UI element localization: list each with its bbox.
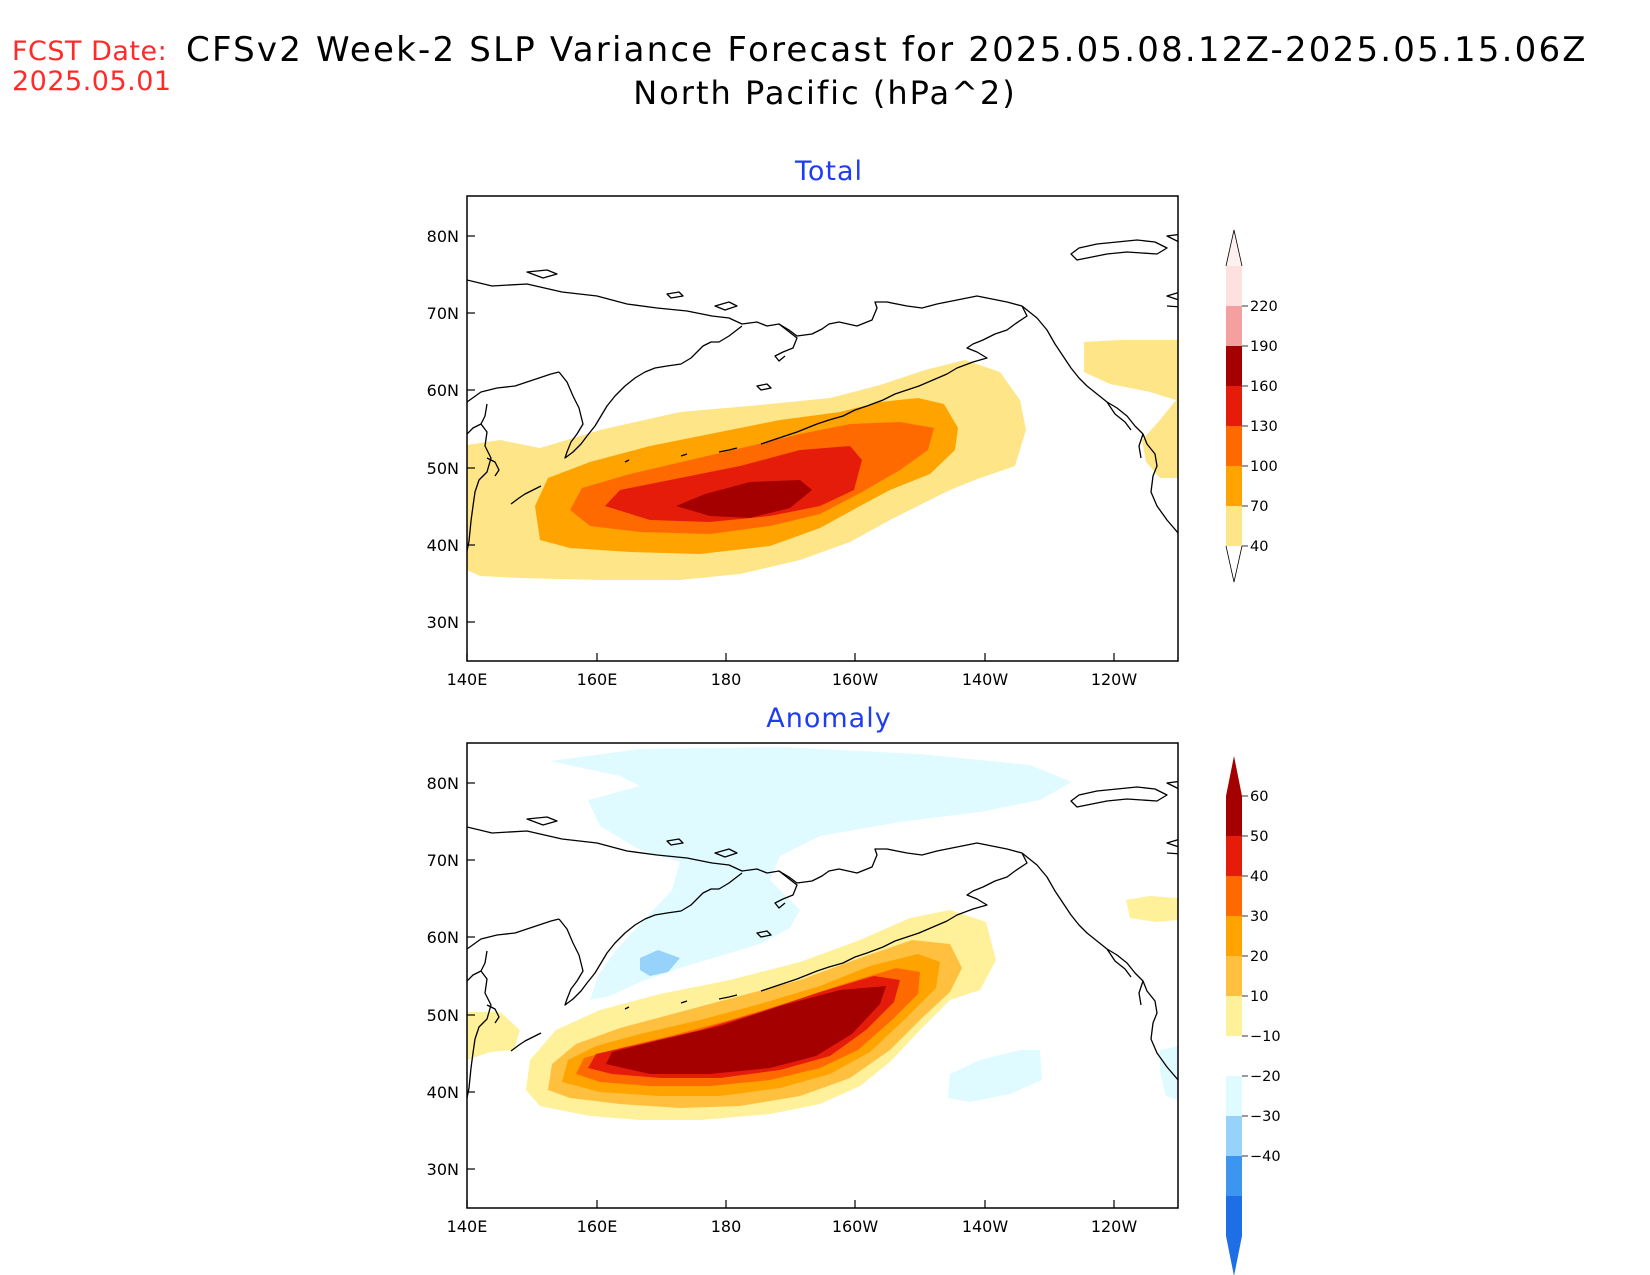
- lon-label: 140E: [447, 1217, 488, 1236]
- colorbar-total-label: 100: [1250, 459, 1278, 475]
- colorbar-total-swatch: [1226, 306, 1242, 346]
- lat-label: 60N: [427, 928, 459, 947]
- colorbar-total-label: 190: [1250, 339, 1278, 355]
- lon-label: 120W: [1091, 670, 1138, 689]
- lat-label: 40N: [427, 1083, 459, 1102]
- colorbar-anomaly-swatch: [1226, 916, 1242, 956]
- lat-label: 40N: [427, 536, 459, 555]
- colorbar-total-top-arrow: [1225, 229, 1243, 267]
- panel-title-anomaly: Anomaly: [766, 703, 891, 734]
- colorbar-anomaly-label: 40: [1250, 869, 1268, 885]
- lat-label: 70N: [427, 304, 459, 323]
- colorbar-total-label: 130: [1250, 419, 1278, 435]
- colorbar-anomaly-swatch: [1226, 796, 1242, 836]
- figure-subtitle: North Pacific (hPa^2): [633, 74, 1017, 112]
- colorbar-anomaly-swatch: [1226, 1076, 1242, 1116]
- colorbar-anomaly-top-arrow: [1226, 756, 1242, 796]
- colorbar-anomaly-label: −30: [1250, 1109, 1281, 1125]
- colorbar-anomaly-label: 60: [1250, 789, 1268, 805]
- lat-label: 50N: [427, 1006, 459, 1025]
- lat-label: 50N: [427, 459, 459, 478]
- lat-label: 30N: [427, 1160, 459, 1179]
- lon-label: 160W: [832, 1217, 879, 1236]
- colorbar-anomaly-swatch: [1226, 1036, 1242, 1076]
- forecast-date-value: 2025.05.01: [12, 66, 172, 97]
- colorbar-anomaly-swatch: [1226, 876, 1242, 916]
- total-map-area: [467, 196, 1178, 661]
- lon-label: 160E: [577, 1217, 618, 1236]
- panel-frame-total: [466, 195, 1179, 662]
- colorbar-total-label: 160: [1250, 379, 1278, 395]
- contour-anomaly-neg10-arctic: [550, 747, 1072, 1000]
- lat-label: 70N: [427, 851, 459, 870]
- lon-label: 140W: [962, 1217, 1009, 1236]
- lon-label: 180: [711, 1217, 742, 1236]
- contour-anomaly-neg20: [640, 950, 680, 976]
- anomaly-map-area: [467, 743, 1178, 1208]
- colorbar-anomaly-label: 30: [1250, 909, 1268, 925]
- contour-total-160: [676, 480, 812, 518]
- figure-title: CFSv2 Week-2 SLP Variance Forecast for 2…: [186, 30, 1588, 70]
- colorbar-total-swatch: [1226, 466, 1242, 506]
- colorbar-anomaly-label: −20: [1250, 1069, 1281, 1085]
- lon-label: 140E: [447, 670, 488, 689]
- colorbar-total-label: 70: [1250, 499, 1268, 515]
- colorbar-total-label: 220: [1250, 299, 1278, 315]
- colorbar-anomaly-swatch: [1226, 996, 1242, 1036]
- colorbar-total-swatch: [1226, 346, 1242, 386]
- colorbar-anomaly-swatch: [1226, 956, 1242, 996]
- colorbar-total-label: 40: [1250, 539, 1268, 555]
- colorbar-total-swatch: [1226, 266, 1242, 306]
- colorbar-anomaly-label: 20: [1250, 949, 1268, 965]
- contour-anomaly-10-japan: [467, 1012, 520, 1060]
- lat-label: 60N: [427, 381, 459, 400]
- colorbar-anomaly-label: 10: [1250, 989, 1268, 1005]
- colorbar-anomaly-bottom-arrow: [1226, 1236, 1242, 1275]
- lon-label: 160E: [577, 670, 618, 689]
- lat-label: 80N: [427, 227, 459, 246]
- lon-label: 140W: [962, 670, 1009, 689]
- colorbar-anomaly-swatch: [1226, 1156, 1242, 1196]
- contour-anomaly-neg10-far-east: [1160, 1046, 1178, 1100]
- colorbar-total: 40 70 100 130 160 190 220: [1225, 229, 1278, 583]
- contour-anomaly-neg10-east: [948, 1050, 1042, 1102]
- colorbar-anomaly-label: 50: [1250, 829, 1268, 845]
- colorbar-total-swatch: [1226, 506, 1242, 546]
- lat-label: 30N: [427, 613, 459, 632]
- colorbar-total-bottom-arrow: [1225, 545, 1243, 583]
- forecast-date-label: FCST Date:: [12, 36, 168, 67]
- colorbar-total-swatch: [1226, 386, 1242, 426]
- lon-label: 180: [711, 670, 742, 689]
- contour-total-130: [605, 446, 862, 522]
- colorbar-anomaly-swatch: [1226, 836, 1242, 876]
- colorbar-anomaly: 60 50 40 30 20 10 −10 −20 −30 −40: [1226, 756, 1281, 1275]
- panel-frame-anomaly: [466, 742, 1179, 1209]
- colorbar-anomaly-swatch: [1226, 1196, 1242, 1236]
- lat-label: 80N: [427, 774, 459, 793]
- colorbar-total-swatch: [1226, 426, 1242, 466]
- lon-label: 160W: [832, 670, 879, 689]
- colorbar-anomaly-swatch: [1226, 1116, 1242, 1156]
- lon-label: 120W: [1091, 1217, 1138, 1236]
- colorbar-anomaly-label: −40: [1250, 1149, 1281, 1165]
- colorbar-anomaly-label: −10: [1250, 1029, 1281, 1045]
- contour-anomaly-60: [606, 986, 886, 1074]
- contour-anomaly-10-canada: [1126, 896, 1178, 922]
- contour-total-40-east: [1084, 340, 1178, 478]
- panel-title-total: Total: [794, 156, 863, 187]
